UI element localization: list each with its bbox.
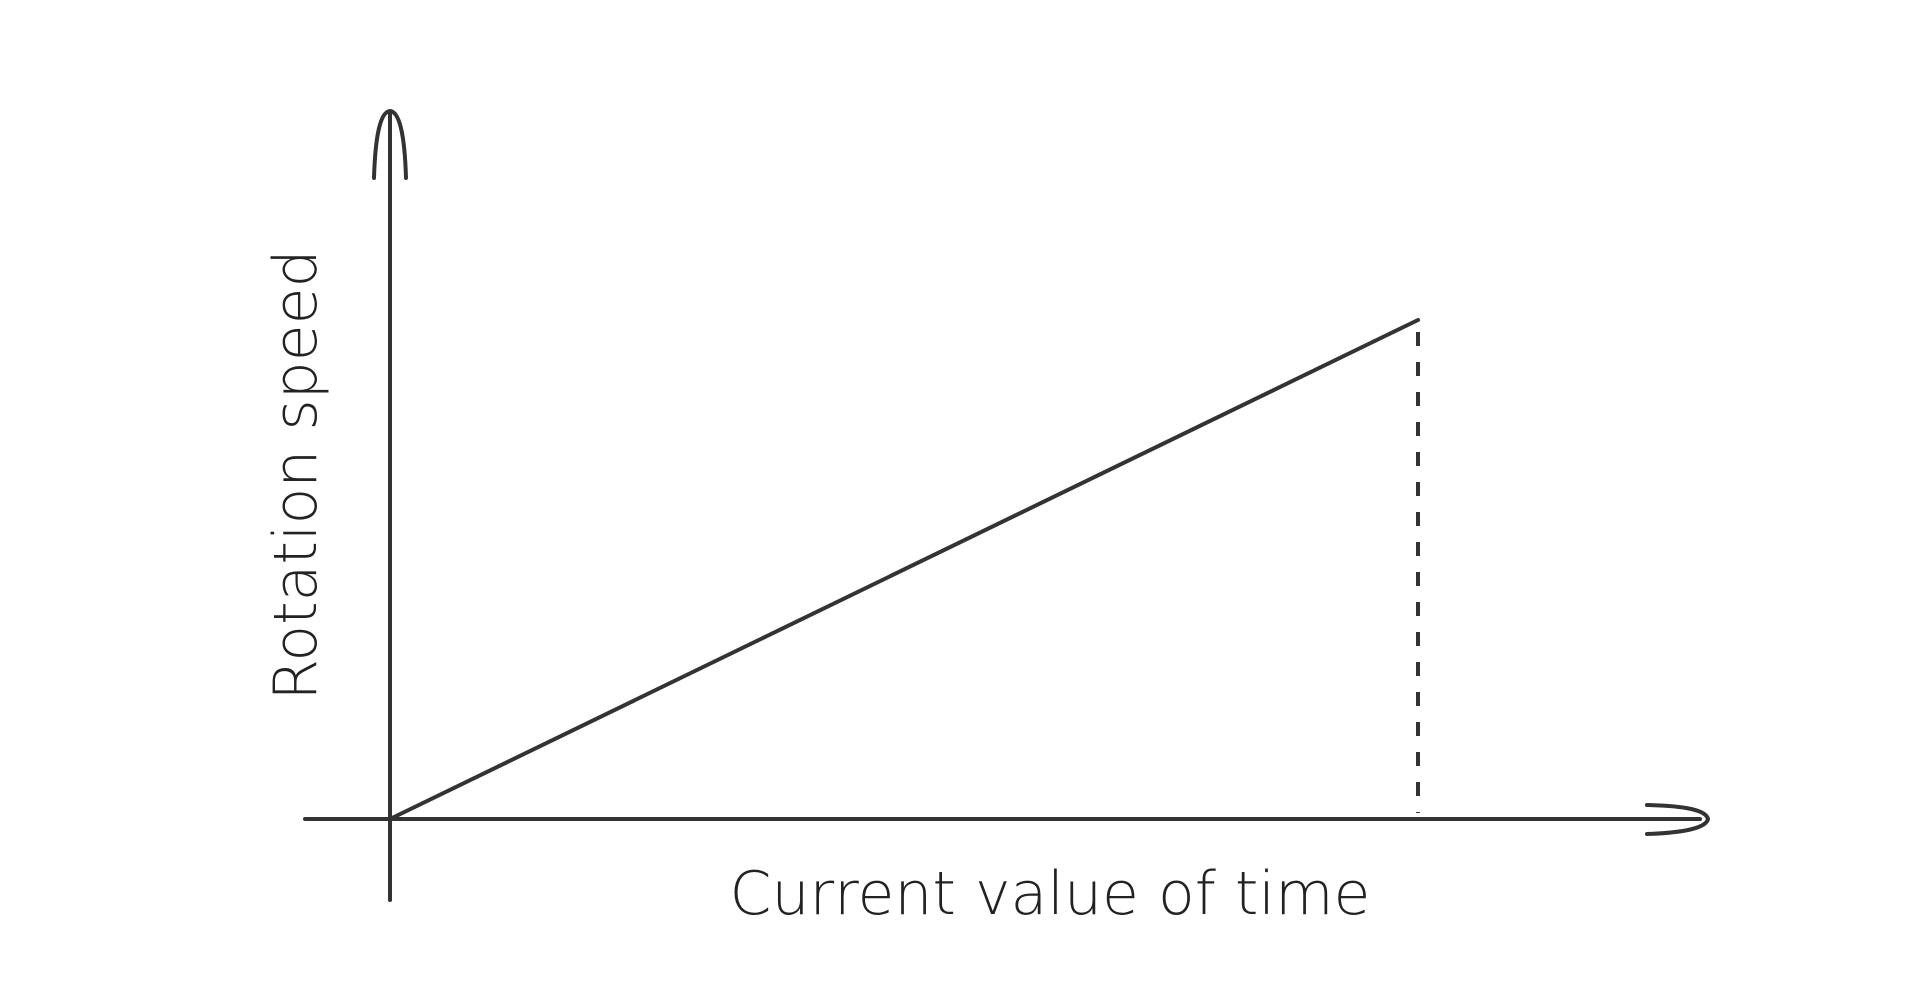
x-axis-arrow-icon [1645, 803, 1711, 836]
x-axis-label: Current value of time [730, 859, 1371, 929]
series-line [388, 318, 1420, 821]
y-axis-arrow-icon [372, 108, 408, 180]
y-axis-label: Rotation speed [261, 249, 331, 700]
axes [303, 108, 1711, 902]
